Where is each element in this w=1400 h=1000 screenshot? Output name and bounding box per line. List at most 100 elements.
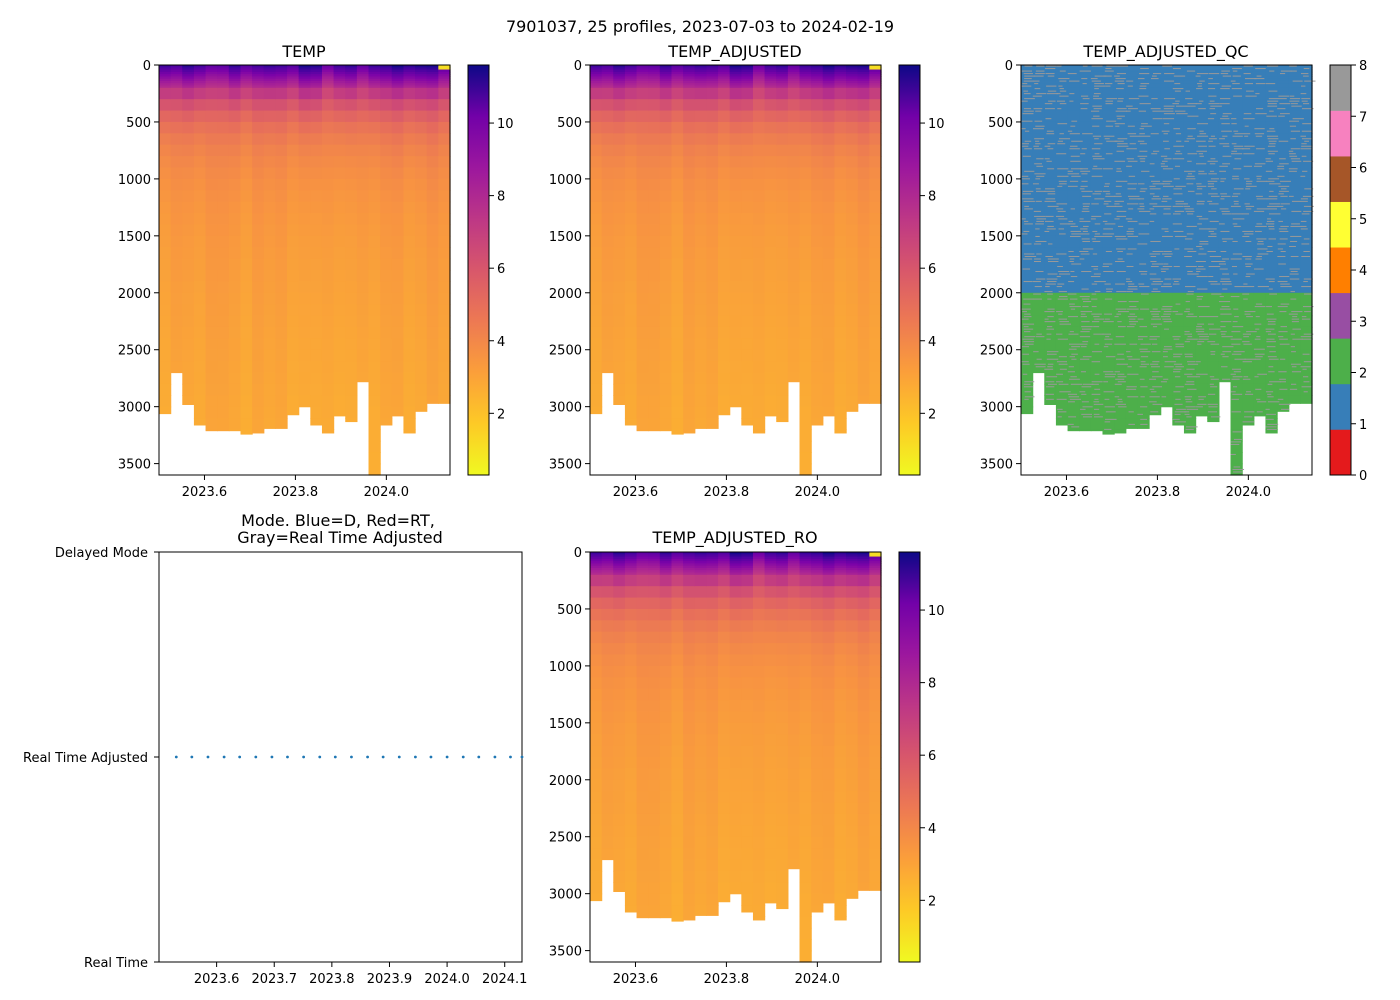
- heatmap-cell: [729, 224, 742, 237]
- heatmap-cell: [613, 700, 626, 713]
- qc-speckle: [1187, 271, 1193, 273]
- heatmap-cell: [671, 80, 684, 84]
- qc-speckle: [1255, 388, 1262, 390]
- qc-speckle: [1045, 188, 1055, 190]
- heatmap-cell: [601, 768, 614, 781]
- qc-speckle: [1069, 331, 1074, 333]
- qc-speckle: [1164, 73, 1175, 75]
- heatmap-cell: [671, 418, 684, 431]
- qc-speckle: [1268, 281, 1275, 283]
- heatmap-cell: [659, 67, 673, 71]
- qc-speckle: [1254, 306, 1266, 308]
- heatmap-cell: [811, 156, 824, 169]
- qc-speckle: [1164, 278, 1172, 280]
- heatmap-cell: [683, 201, 696, 214]
- heatmap-cell: [846, 167, 859, 180]
- heatmap-cell: [624, 870, 638, 883]
- qc-speckle: [1047, 148, 1054, 150]
- heatmap-cell: [1207, 74, 1220, 77]
- heatmap-cell: [636, 836, 649, 849]
- heatmap-cell: [438, 110, 451, 123]
- qc-speckle: [1127, 195, 1140, 197]
- qc-colorbar-segment: [1330, 247, 1351, 294]
- qc-speckle: [1164, 230, 1169, 232]
- heatmap-cell: [1032, 67, 1045, 71]
- heatmap-cell: [869, 87, 882, 100]
- heatmap-cell: [321, 292, 335, 305]
- heatmap-cell: [1160, 224, 1173, 237]
- heatmap-cell: [1021, 121, 1034, 134]
- qc-speckle: [1044, 230, 1050, 232]
- heatmap-cell: [426, 99, 439, 112]
- heatmap-cell: [1242, 69, 1255, 73]
- heatmap-cell: [636, 326, 649, 339]
- heatmap-cell: [240, 361, 253, 374]
- qc-speckle: [1304, 188, 1314, 190]
- qc-speckle: [1127, 366, 1132, 368]
- heatmap-cell: [1114, 78, 1127, 82]
- qc-speckle: [1082, 195, 1092, 197]
- heatmap-cell: [321, 326, 335, 339]
- qc-speckle: [1162, 253, 1173, 255]
- heatmap-cell: [368, 83, 381, 87]
- qc-speckle: [1117, 138, 1128, 140]
- qc-speckle: [1220, 178, 1227, 180]
- qc-speckle: [1058, 356, 1067, 358]
- qc-speckle: [1034, 163, 1042, 165]
- qc-speckle: [1277, 306, 1288, 308]
- heatmap-cell: [310, 258, 323, 271]
- qc-speckle: [1199, 80, 1205, 82]
- heatmap-cell: [613, 620, 626, 633]
- heatmap-cell: [764, 85, 777, 89]
- heatmap-cell: [217, 99, 230, 112]
- heatmap-cell: [636, 349, 649, 362]
- heatmap-cell: [846, 326, 859, 339]
- qc-speckle: [1082, 230, 1088, 232]
- heatmap-cell: [799, 74, 812, 77]
- heatmap-cell: [310, 87, 323, 100]
- qc-speckle: [1163, 313, 1171, 315]
- heatmap-cell: [741, 383, 754, 396]
- heatmap-cell: [718, 201, 731, 214]
- qc-speckle: [1036, 65, 1045, 67]
- heatmap-cell: [636, 654, 649, 667]
- heatmap-cell: [1090, 99, 1104, 112]
- heatmap-cell: [228, 67, 242, 71]
- heatmap-cell: [694, 292, 707, 305]
- heatmap-cell: [613, 190, 626, 203]
- qc-speckle: [1195, 361, 1201, 363]
- qc-speckle: [1199, 133, 1207, 135]
- heatmap-cell: [752, 156, 766, 169]
- heatmap-cell: [636, 372, 649, 385]
- qc-speckle: [1277, 168, 1285, 170]
- qc-speckle: [1068, 416, 1077, 418]
- heatmap-cell: [613, 326, 626, 339]
- qc-speckle: [1103, 321, 1114, 323]
- x-tick-label: 2023.8: [273, 485, 319, 500]
- heatmap-cell: [170, 167, 183, 180]
- heatmap-cell: [159, 121, 172, 134]
- heatmap-cell: [415, 338, 428, 351]
- qc-speckle: [1059, 90, 1067, 92]
- heatmap-cell: [590, 85, 603, 89]
- heatmap-cell: [834, 133, 847, 146]
- qc-speckle: [1033, 75, 1044, 77]
- heatmap-cell: [613, 567, 626, 571]
- heatmap-cell: [380, 99, 393, 112]
- heatmap-cell: [741, 258, 754, 271]
- heatmap-cell: [1125, 167, 1138, 180]
- heatmap-cell: [741, 304, 754, 317]
- heatmap-cell: [1242, 156, 1255, 169]
- qc-speckle: [1256, 255, 1262, 257]
- heatmap-cell: [590, 677, 603, 690]
- heatmap-cell: [287, 349, 300, 362]
- heatmap-cell: [799, 85, 812, 89]
- qc-speckle: [1199, 155, 1204, 157]
- qc-speckle: [1175, 303, 1181, 305]
- heatmap-cell: [298, 110, 311, 123]
- qc-speckle: [1093, 316, 1100, 318]
- qc-speckle: [1091, 313, 1102, 315]
- heatmap-cell: [415, 315, 428, 328]
- heatmap-cell: [380, 224, 393, 237]
- heatmap-cell: [648, 779, 661, 792]
